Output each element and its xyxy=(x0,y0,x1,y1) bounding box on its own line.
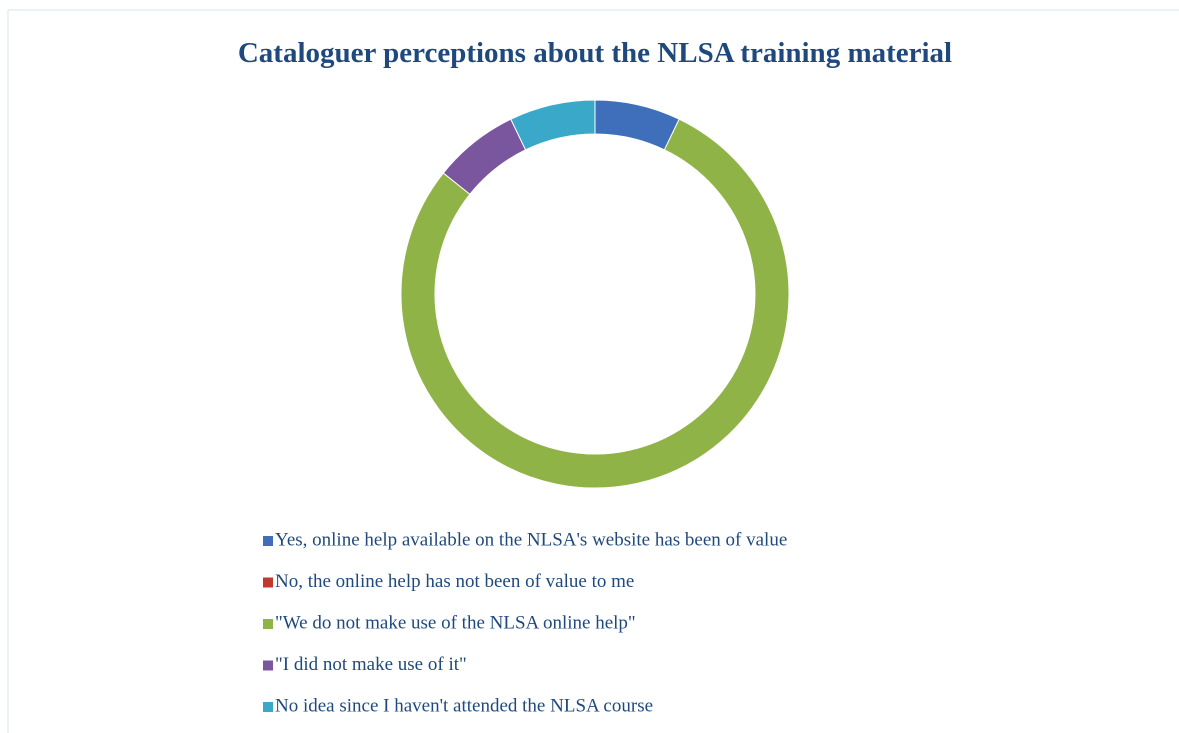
legend-text: Yes, online help available on the NLSA's… xyxy=(275,529,787,550)
legend-text: No idea since I haven't attended the NLS… xyxy=(275,695,653,716)
legend-swatch xyxy=(263,702,273,712)
legend-text: "We do not make use of the NLSA online h… xyxy=(275,612,636,633)
legend-swatch xyxy=(263,660,273,671)
legend-swatch xyxy=(263,619,273,629)
legend-swatch xyxy=(263,536,273,546)
donut-segment xyxy=(400,118,790,489)
chart-title: Cataloguer perceptions about the NLSA tr… xyxy=(238,37,952,69)
legend-text: No, the online help has not been of valu… xyxy=(275,571,634,592)
legend-text: "I did not make use of it" xyxy=(275,654,467,675)
donut-segment xyxy=(442,118,527,195)
donut-segment xyxy=(594,99,680,151)
legend-swatch xyxy=(263,577,273,588)
donut-segment xyxy=(510,99,596,151)
